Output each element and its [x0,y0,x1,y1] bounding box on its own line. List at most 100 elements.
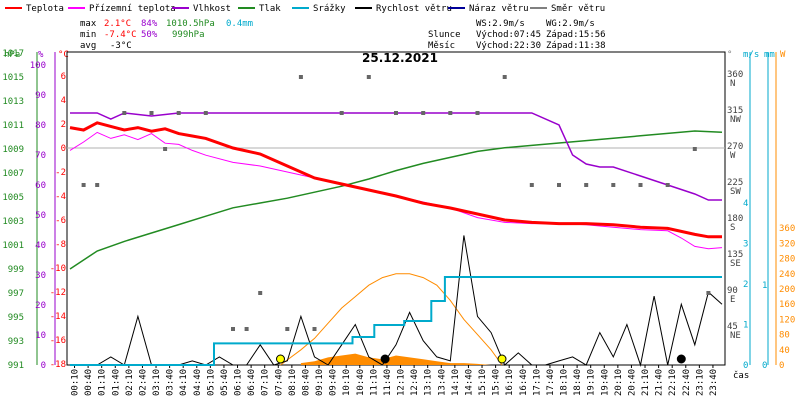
hpa-tick-label: 1013 [2,97,24,107]
x-tick-label: 21:10 [641,369,651,396]
pct-tick-label: 20 [35,301,46,311]
x-tick-label: 09:40 [329,369,339,396]
legend-label-naraz-vetru: Náraz větru [469,4,529,14]
wind-dir-point [163,147,168,151]
pct-tick-label: 10 [35,331,46,341]
x-tick-label: 00:10 [71,369,81,396]
sun-set: Západ:15:56 [546,30,606,40]
x-tick-label: 19:40 [600,369,610,396]
x-tick-label: 05:10 [206,369,216,396]
stats-avg-temp: -3°C [110,41,132,51]
axis-layer: 1017101510131011100910071005100310019999… [2,49,795,396]
hpa-tick-label: 999 [8,265,24,275]
x-tick-label: 07:40 [274,369,284,396]
wind-dir-point [421,111,426,115]
info-block: WS:2.9m/s WG:2.9m/s Slunce Východ:07:45 … [428,19,606,51]
x-tick-label: 18:40 [573,369,583,396]
unit-deg: ° [727,50,732,60]
ground-temp-line [69,131,723,250]
degc-tick-label: -12 [50,288,66,298]
x-tick-label: 22:10 [668,369,678,396]
precip-line [70,276,722,366]
pct-tick-label: 0 [41,361,46,371]
legend-label-vlhkost: Vlhkost [193,4,231,14]
unit-mm: mm [764,50,775,60]
hpa-tick-label: 1015 [2,73,24,83]
hpa-tick-label: 1011 [2,121,24,131]
degc-tick-label: 2 [61,120,66,130]
degc-tick-label: -16 [50,336,66,346]
legend-label-smer-vetru: Směr větru [551,4,605,14]
pct-tick-label: 30 [35,271,46,281]
stats-max-temp: 2.1°C [104,19,131,29]
pct-tick-label: 60 [35,181,46,191]
wind-speed-line [70,235,723,367]
x-tick-label: 04:40 [193,369,203,396]
moon-rise: Východ:22:30 [476,41,541,51]
dir-tick-name: E [730,295,735,305]
pct-tick-label: 50 [35,211,46,221]
dir-tick-value: 360 [727,70,743,80]
hpa-tick-label: 1003 [2,217,24,227]
degc-tick-label: -8 [55,240,66,250]
temperature-line [69,121,722,239]
wind-dir-point [339,111,344,115]
hpa-tick-label: 993 [8,337,24,347]
stats-max-press: 1010.5hPa [166,19,215,29]
dir-tick-value: 315 [727,106,743,116]
x-tick-label: 20:10 [614,369,624,396]
mm-tick-label: 1 [762,281,767,291]
stats-max-label: max [80,19,97,29]
wind-dir-point [244,327,249,331]
dir-tick-name: S [730,223,735,233]
dir-tick-name: NE [730,331,741,341]
w-tick-label: 320 [779,239,795,249]
x-tick-label: 08:10 [288,369,298,396]
stats-min-press: 999hPa [172,30,205,40]
wind-dir-point [557,183,561,187]
sun-label: Slunce [428,30,461,40]
degc-tick-label: -4 [55,192,66,202]
x-tick-label: 02:40 [138,369,148,396]
x-tick-label: 01:40 [111,369,121,396]
x-tick-label: 11:10 [369,369,379,396]
w-tick-label: 40 [779,346,790,356]
mm-tick-label: 0 [762,361,767,371]
hpa-tick-label: 991 [8,361,24,371]
stats-max-rain: 0.4mm [226,19,253,29]
legend-label-prizemni-teplota: Přízemní teplota [89,4,176,14]
legend-label-srazky: Srážky [313,4,346,14]
ms-tick-label: 2 [743,280,748,290]
series-layer [69,75,723,367]
w-tick-label: 120 [779,315,795,325]
x-tick-label: 22:40 [682,369,692,396]
wind-dir-point [584,183,589,187]
unit-degc: °C [58,50,69,60]
stats-max-hum: 84% [141,19,158,29]
degc-tick-label: -14 [50,312,66,322]
unit-ms: m/s [743,50,759,60]
degc-tick-label: -6 [55,216,66,226]
hpa-tick-label: 1001 [2,241,24,251]
x-tick-label: 14:40 [464,369,474,396]
x-tick-label: 16:40 [519,369,529,396]
w-tick-label: 360 [779,224,795,234]
x-tick-label: 18:10 [560,369,570,396]
x-tick-label: 03:10 [152,369,162,396]
degc-tick-label: -10 [50,264,66,274]
stats-min-label: min [80,30,96,40]
hpa-tick-label: 1007 [2,169,24,179]
x-tick-label: 23:10 [695,369,705,396]
stats-min-temp: -7.4°C [104,30,137,40]
unit-w: W [780,50,786,60]
x-tick-label: 06:40 [247,369,257,396]
sun-rise: Východ:07:45 [476,30,541,40]
dir-tick-name: NW [730,115,741,125]
x-tick-label: 17:10 [532,369,542,396]
x-tick-label: 17:40 [546,369,556,396]
wind-dir-point [706,291,711,295]
wind-dir-point [611,183,616,187]
wind-dir-point [149,111,154,115]
wind-dir-point [529,183,534,187]
